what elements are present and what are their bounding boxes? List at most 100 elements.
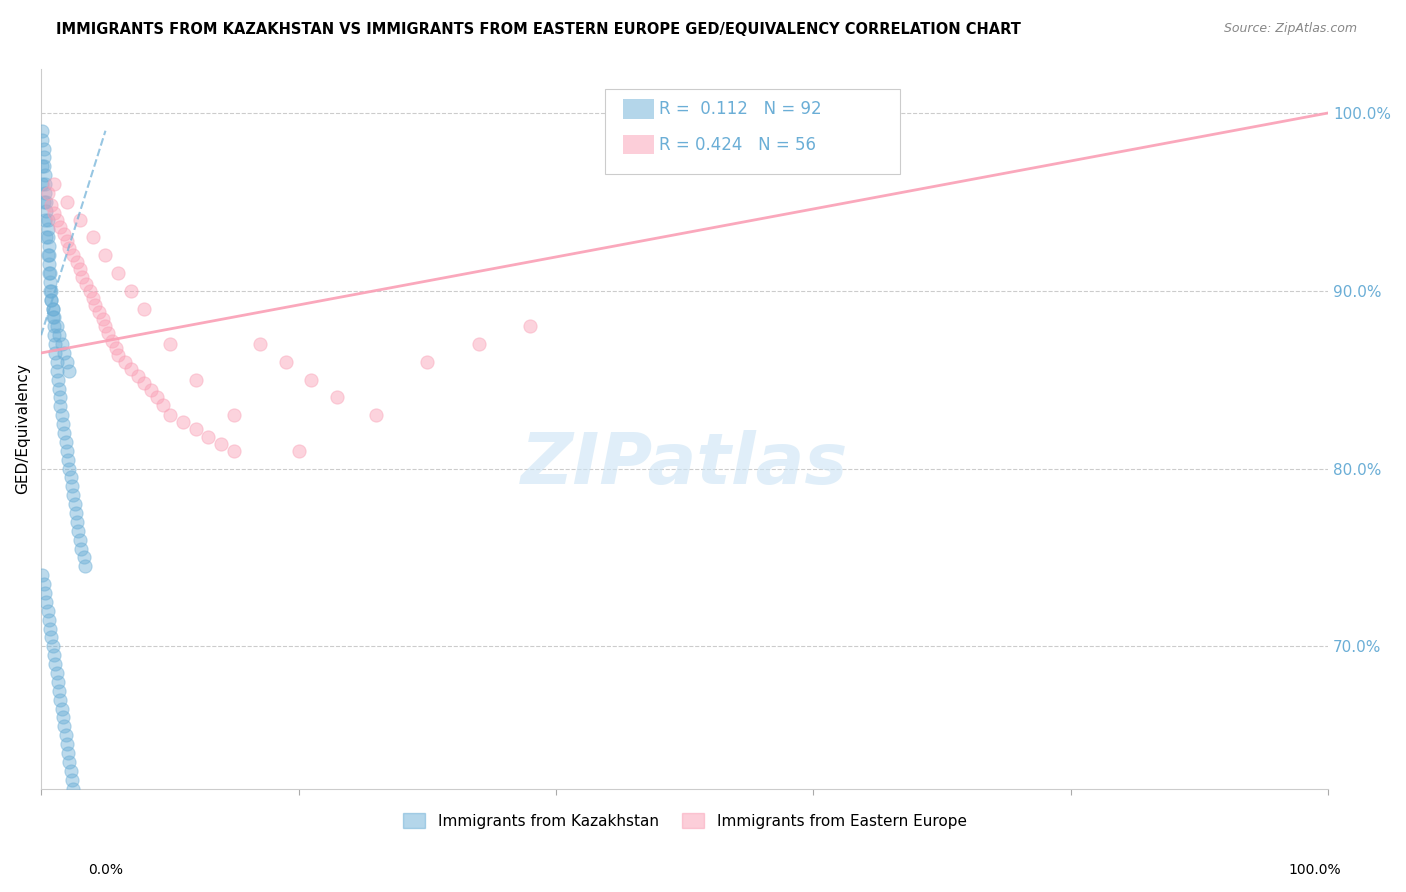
Point	[35, 194, 58, 209]
Point	[34, 586, 56, 600]
Point	[172, 415, 194, 429]
Point	[58, 241, 80, 255]
Point	[31, 133, 53, 147]
Point	[45, 665, 67, 680]
Point	[62, 781, 84, 796]
Point	[41, 293, 63, 307]
Point	[274, 355, 297, 369]
Point	[35, 230, 58, 244]
Point	[39, 622, 62, 636]
Point	[53, 227, 76, 241]
Point	[37, 248, 59, 262]
Point	[51, 701, 73, 715]
Point	[34, 186, 56, 200]
Point	[224, 443, 246, 458]
Point	[44, 337, 66, 351]
Point	[51, 408, 73, 422]
Point	[34, 177, 56, 191]
Point	[56, 234, 79, 248]
Point	[94, 248, 117, 262]
Point	[42, 205, 65, 219]
Point	[66, 515, 89, 529]
Point	[41, 301, 63, 316]
Point	[107, 348, 129, 362]
Point	[53, 425, 76, 440]
Point	[62, 488, 84, 502]
Y-axis label: GED/Equivalency: GED/Equivalency	[15, 363, 30, 494]
Point	[56, 194, 79, 209]
Point	[32, 577, 55, 591]
Point	[364, 408, 387, 422]
Point	[31, 177, 53, 191]
Point	[59, 470, 82, 484]
Point	[101, 334, 124, 348]
Point	[152, 398, 174, 412]
Point	[60, 479, 83, 493]
Point	[32, 159, 55, 173]
Point	[159, 408, 181, 422]
Point	[56, 443, 79, 458]
Point	[72, 269, 94, 284]
Point	[42, 319, 65, 334]
Point	[52, 417, 75, 431]
Point	[35, 595, 58, 609]
Text: R =  0.112   N = 92: R = 0.112 N = 92	[659, 100, 823, 118]
Point	[34, 168, 56, 182]
Point	[287, 443, 309, 458]
Point	[44, 657, 66, 671]
Point	[41, 301, 63, 316]
Point	[184, 373, 207, 387]
Point	[56, 737, 79, 751]
Point	[107, 266, 129, 280]
Point	[45, 212, 67, 227]
Point	[35, 203, 58, 218]
Point	[97, 326, 120, 341]
Point	[65, 506, 87, 520]
Point	[69, 533, 91, 547]
Point	[132, 301, 155, 316]
Point	[48, 382, 70, 396]
Point	[69, 262, 91, 277]
Point	[45, 355, 67, 369]
Point	[75, 277, 97, 291]
Point	[55, 728, 77, 742]
Point	[37, 221, 59, 235]
Point	[49, 219, 72, 234]
Point	[62, 248, 84, 262]
Point	[416, 355, 439, 369]
Point	[53, 346, 76, 360]
Point	[45, 319, 67, 334]
Point	[41, 293, 63, 307]
Point	[52, 710, 75, 724]
Point	[41, 198, 63, 212]
Point	[55, 434, 77, 449]
Point	[120, 362, 142, 376]
Point	[42, 310, 65, 325]
Point	[146, 391, 169, 405]
Point	[31, 124, 53, 138]
Point	[39, 284, 62, 298]
Point	[132, 376, 155, 391]
Point	[32, 142, 55, 156]
Point	[60, 772, 83, 787]
Point	[56, 746, 79, 760]
Point	[45, 364, 67, 378]
Point	[209, 436, 232, 450]
Point	[79, 284, 101, 298]
Point	[249, 337, 271, 351]
Point	[67, 524, 90, 538]
Point	[38, 248, 60, 262]
Point	[69, 212, 91, 227]
Point	[37, 186, 59, 200]
Point	[49, 692, 72, 706]
Point	[46, 674, 69, 689]
Point	[104, 341, 127, 355]
Point	[31, 159, 53, 173]
Point	[51, 337, 73, 351]
Point	[41, 631, 63, 645]
Point	[41, 640, 63, 654]
Point	[39, 266, 62, 280]
Point	[87, 305, 110, 319]
Point	[41, 310, 63, 325]
Point	[38, 266, 60, 280]
